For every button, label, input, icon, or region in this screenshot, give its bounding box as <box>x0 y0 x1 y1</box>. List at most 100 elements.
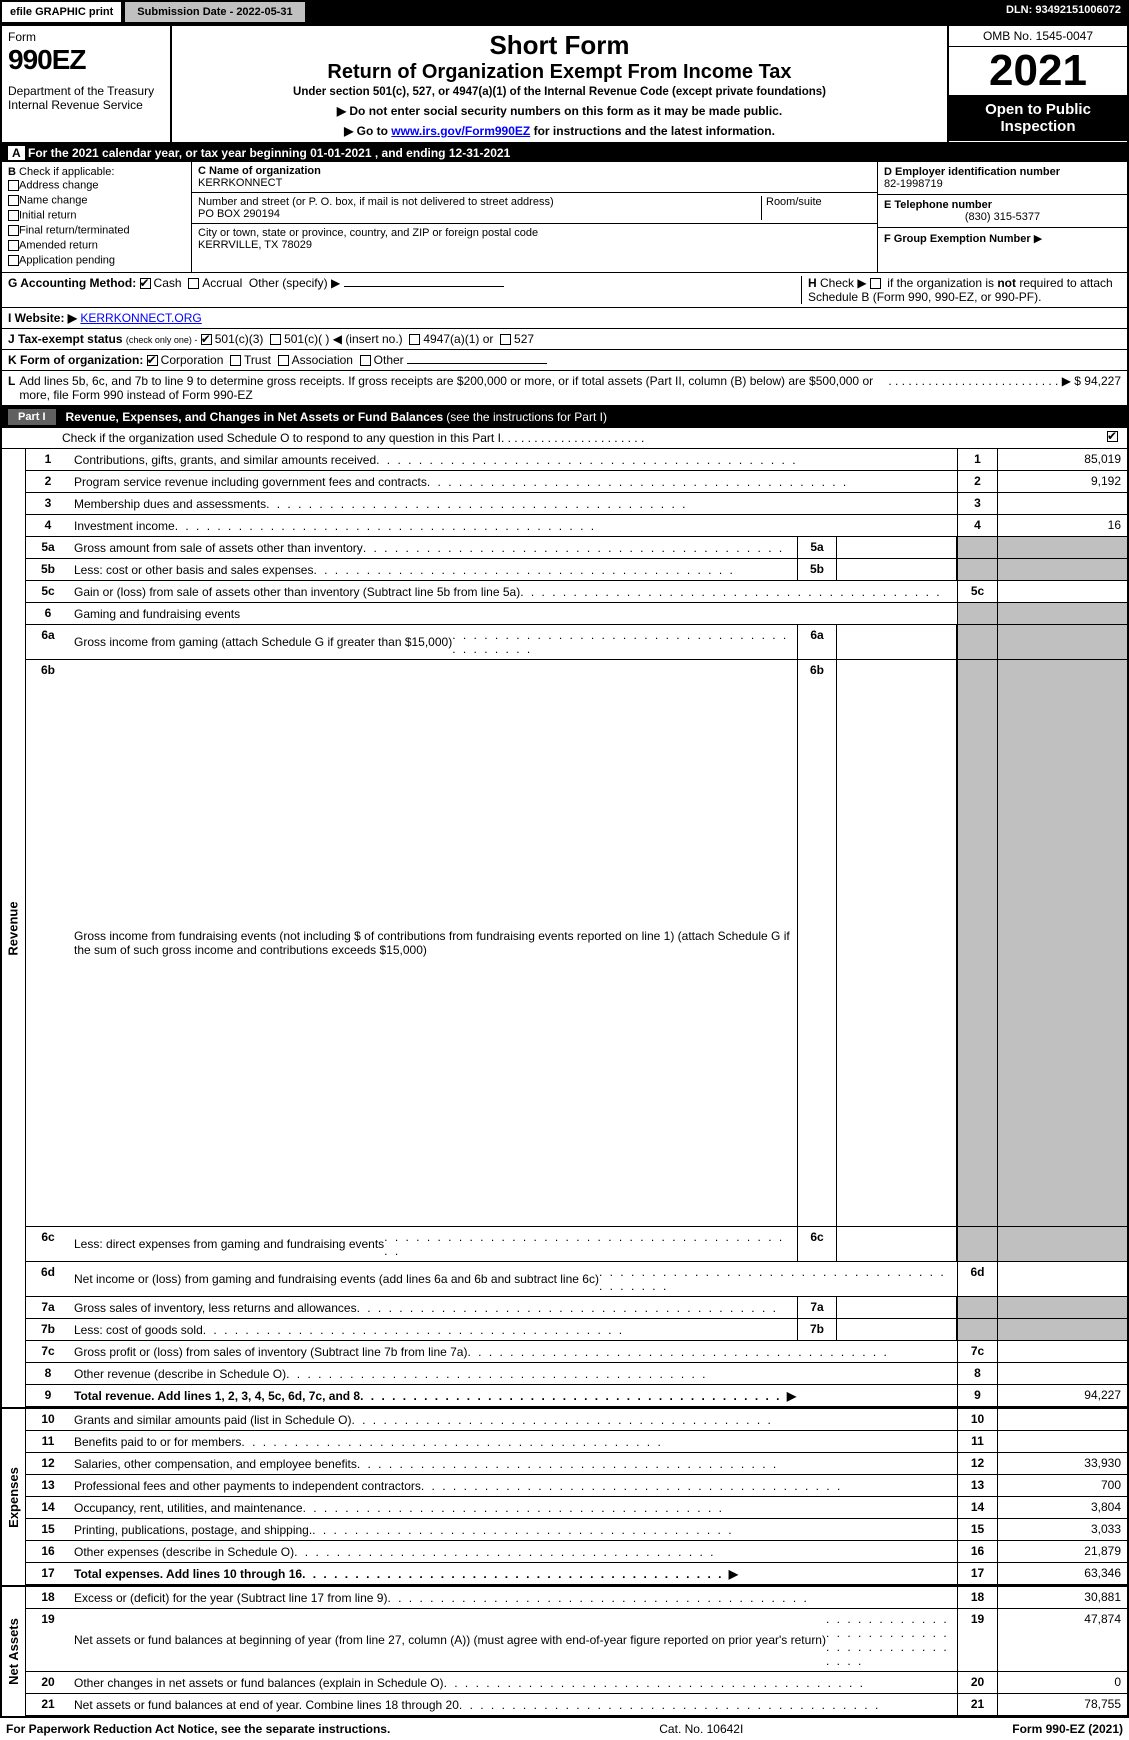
goto-link[interactable]: www.irs.gov/Form990EZ <box>391 124 530 138</box>
row-5a-subnum: 5a <box>797 537 837 558</box>
goto-pre: Go to <box>357 124 392 138</box>
row-6c: 6cLess: direct expenses from gaming and … <box>26 1227 1127 1262</box>
checkbox-name-change[interactable] <box>8 195 19 206</box>
checkbox-application-pending[interactable] <box>8 255 19 266</box>
row-18-val: 30,881 <box>997 1587 1127 1608</box>
row-5c-num: 5c <box>26 581 70 602</box>
tax-year: 2021 <box>949 47 1127 95</box>
row-13: 13Professional fees and other payments t… <box>26 1475 1127 1497</box>
row-1-val: 85,019 <box>997 449 1127 470</box>
box-b-label: B <box>8 166 16 178</box>
form-label: Form <box>8 30 164 44</box>
row-7a: 7aGross sales of inventory, less returns… <box>26 1297 1127 1319</box>
line-k-label: K Form of organization: <box>8 353 143 367</box>
checkbox-501c[interactable] <box>270 334 281 345</box>
row-20-nn: 20 <box>957 1672 997 1693</box>
line-j-o1: 501(c)(3) <box>215 332 264 346</box>
row-6a-val <box>997 625 1127 659</box>
row-7c: 7cGross profit or (loss) from sales of i… <box>26 1341 1127 1363</box>
dept-2: Internal Revenue Service <box>8 98 164 112</box>
row-6c-nn <box>957 1227 997 1261</box>
checkbox-schedule-o[interactable] <box>1107 431 1118 442</box>
row-6b-subnum: 6b <box>797 660 837 1226</box>
row-19-desc: Net assets or fund balances at beginning… <box>70 1609 957 1671</box>
footer-right-pre: Form <box>1012 1722 1045 1736</box>
row-19-nn: 19 <box>957 1609 997 1671</box>
checkbox-initial-return[interactable] <box>8 210 19 221</box>
row-8-desc: Other revenue (describe in Schedule O) .… <box>70 1363 957 1384</box>
checkbox-final-return[interactable] <box>8 225 19 236</box>
checkbox-4947[interactable] <box>409 334 420 345</box>
row-16-desc: Other expenses (describe in Schedule O) … <box>70 1541 957 1562</box>
row-6b-num: 6b <box>26 660 70 1226</box>
row-7b-num: 7b <box>26 1319 70 1340</box>
row-5a-nn <box>957 537 997 558</box>
line-l-text: Add lines 5b, 6c, and 7b to line 9 to de… <box>19 374 888 402</box>
row-21-num: 21 <box>26 1694 70 1715</box>
line-g-cash: Cash <box>154 276 182 290</box>
row-7b: 7bLess: cost of goods sold . . . . . . .… <box>26 1319 1127 1341</box>
line-j-o4: 527 <box>514 332 534 346</box>
checkbox-trust[interactable] <box>230 355 241 366</box>
line-l: L Add lines 5b, 6c, and 7b to line 9 to … <box>2 371 1127 406</box>
row-14-desc: Occupancy, rent, utilities, and maintena… <box>70 1497 957 1518</box>
row-20-num: 20 <box>26 1672 70 1693</box>
row-2-num: 2 <box>26 471 70 492</box>
dln: DLN: 93492151006072 <box>998 0 1129 24</box>
row-10-val <box>997 1409 1127 1430</box>
title-short-form: Short Form <box>182 30 937 61</box>
box-b-item-5: Application pending <box>19 254 115 266</box>
row-1-desc: Contributions, gifts, grants, and simila… <box>70 449 957 470</box>
row-7b-val <box>997 1319 1127 1340</box>
checkbox-accrual[interactable] <box>188 278 199 289</box>
row-10-desc: Grants and similar amounts paid (list in… <box>70 1409 957 1430</box>
row-19-num: 19 <box>26 1609 70 1671</box>
box-c-city-label: City or town, state or province, country… <box>198 227 538 239</box>
line-g-other: Other (specify) ▶ <box>249 276 340 290</box>
checkbox-501c3[interactable] <box>201 334 212 345</box>
checkbox-sched-b[interactable] <box>870 278 881 289</box>
row-7c-num: 7c <box>26 1341 70 1362</box>
row-4-nn: 4 <box>957 515 997 536</box>
row-9-val: 94,227 <box>997 1385 1127 1406</box>
goto-post: for instructions and the latest informat… <box>530 124 775 138</box>
part-1-note: (see the instructions for Part I) <box>446 410 607 424</box>
line-k-blank[interactable] <box>407 363 547 364</box>
footer: For Paperwork Reduction Act Notice, see … <box>0 1718 1129 1740</box>
row-13-desc: Professional fees and other payments to … <box>70 1475 957 1496</box>
part-1-bar: Part I Revenue, Expenses, and Changes in… <box>2 406 1127 428</box>
row-19: 19Net assets or fund balances at beginni… <box>26 1609 1127 1672</box>
row-5c-desc: Gain or (loss) from sale of assets other… <box>70 581 957 602</box>
checkbox-corporation[interactable] <box>147 355 158 366</box>
row-6d-num: 6d <box>26 1262 70 1296</box>
line-g-accrual: Accrual <box>202 276 242 290</box>
row-6a-subval <box>837 625 957 659</box>
row-11-val <box>997 1431 1127 1452</box>
row-6b-subval <box>837 660 957 1226</box>
row-6c-val <box>997 1227 1127 1261</box>
checkbox-amended-return[interactable] <box>8 240 19 251</box>
row-1-num: 1 <box>26 449 70 470</box>
line-g-other-blank[interactable] <box>344 286 504 287</box>
checkbox-other-org[interactable] <box>360 355 371 366</box>
checkbox-527[interactable] <box>500 334 511 345</box>
efile-print[interactable]: efile GRAPHIC print <box>0 0 123 24</box>
checkbox-association[interactable] <box>278 355 289 366</box>
website-link[interactable]: KERRKONNECT.ORG <box>80 311 201 325</box>
box-f-label: F Group Exemption Number <box>884 233 1031 245</box>
row-5a-num: 5a <box>26 537 70 558</box>
submission-date: Submission Date - 2022-05-31 <box>123 0 306 24</box>
row-8: 8Other revenue (describe in Schedule O) … <box>26 1363 1127 1385</box>
checkbox-cash[interactable] <box>140 278 151 289</box>
row-17: 17Total expenses. Add lines 10 through 1… <box>26 1563 1127 1585</box>
line-g-label: G Accounting Method: <box>8 276 136 290</box>
line-k-o2: Trust <box>244 353 271 367</box>
row-7a-subnum: 7a <box>797 1297 837 1318</box>
row-18: 18Excess or (deficit) for the year (Subt… <box>26 1587 1127 1609</box>
footer-left: For Paperwork Reduction Act Notice, see … <box>6 1722 390 1736</box>
spacer <box>307 0 998 24</box>
row-14-val: 3,804 <box>997 1497 1127 1518</box>
checkbox-address-change[interactable] <box>8 180 19 191</box>
subtitle: Under section 501(c), 527, or 4947(a)(1)… <box>182 86 937 98</box>
row-6b-nn <box>957 660 997 1226</box>
